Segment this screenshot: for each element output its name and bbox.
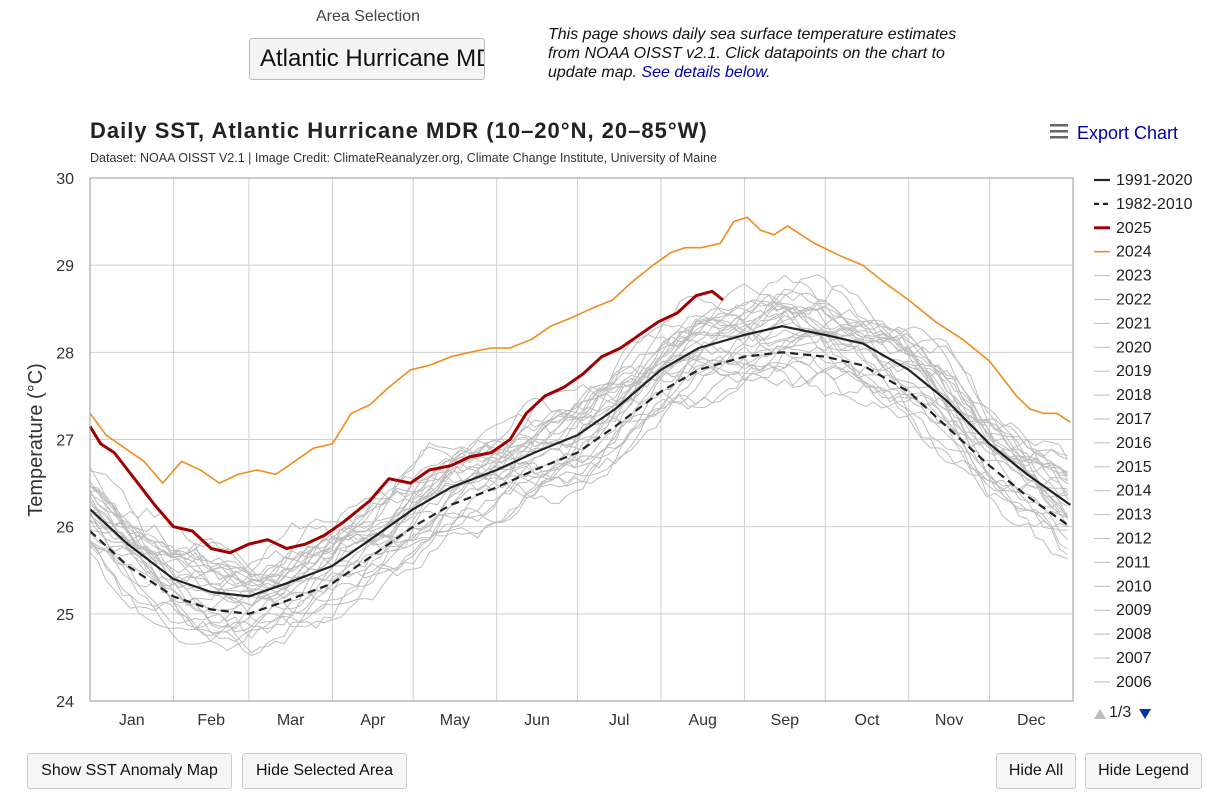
y-tick-label: 24 [56, 694, 74, 711]
series-line-2024 [89, 216, 1071, 484]
pager-count: 1/3 [1109, 704, 1131, 721]
series-line-2025 [88, 289, 724, 555]
other-year-line [89, 325, 1068, 610]
hide-selected-area-button[interactable]: Hide Selected Area [242, 753, 407, 789]
legend-item[interactable]: 2021 [1116, 315, 1152, 332]
legend-item[interactable]: 2017 [1116, 411, 1152, 428]
other-year-line [89, 361, 1068, 656]
y-tick-label: 26 [56, 520, 74, 537]
legend-item[interactable]: 2014 [1116, 483, 1152, 500]
intro-text: This page shows daily sea surface temper… [548, 25, 988, 82]
x-tick-label: Jun [524, 712, 550, 729]
other-year-line [89, 302, 1068, 587]
legend-item[interactable]: 2023 [1116, 268, 1152, 285]
highlight-lines [88, 216, 1071, 615]
x-tick-label: Jul [609, 712, 629, 729]
sst-chart[interactable]: 24 25 26 27 28 29 30 Jan Feb Mar Apr May Jun Jul Aug S… [0, 100, 1214, 740]
legend-item[interactable]: 2018 [1116, 387, 1152, 404]
legend-item[interactable]: 2019 [1116, 363, 1152, 380]
other-year-line [89, 328, 1069, 629]
x-tick-label: Sep [771, 712, 800, 729]
see-details-link[interactable]: See details below [641, 64, 766, 81]
y-tick-label: 28 [56, 345, 74, 362]
area-select[interactable]: Atlantic Hurricane MDR [249, 38, 485, 80]
legend-item[interactable]: 2010 [1116, 578, 1152, 595]
legend-item[interactable]: 2006 [1116, 674, 1152, 691]
intro-body: This page shows daily sea surface temper… [548, 26, 957, 81]
y-tick-label: 30 [56, 171, 74, 188]
x-tick-label: Apr [360, 712, 386, 729]
legend-item[interactable]: 2020 [1116, 339, 1152, 356]
other-year-line [89, 354, 1068, 634]
x-tick-label: May [440, 712, 470, 729]
other-year-line [89, 330, 1068, 614]
other-year-line [89, 274, 1068, 579]
other-year-line [89, 292, 1068, 576]
legend-item[interactable]: 2016 [1116, 435, 1152, 452]
legend-item[interactable]: 2013 [1116, 507, 1152, 524]
other-year-line [89, 302, 1068, 589]
export-chart-label: Export Chart [1077, 123, 1178, 143]
legend-item[interactable]: 2009 [1116, 602, 1152, 619]
legend: 1991-2020 1982-2010 2025 2024 2023 2022 2021 20… [1094, 172, 1193, 691]
other-year-line [89, 274, 1068, 585]
y-axis-label: Temperature (°C) [25, 363, 47, 517]
x-tick-label: Dec [1017, 712, 1045, 729]
other-year-line [89, 294, 1068, 607]
legend-pager: 1/3 [1094, 704, 1151, 721]
legend-item[interactable]: 2008 [1116, 626, 1152, 643]
other-year-line [89, 331, 1069, 628]
y-tick-label: 29 [56, 258, 74, 275]
menu-icon-bar [1050, 130, 1068, 133]
other-year-line [89, 301, 1068, 599]
x-tick-label: Mar [277, 712, 305, 729]
legend-item[interactable]: 2011 [1116, 554, 1151, 571]
hide-all-button[interactable]: Hide All [996, 753, 1076, 789]
legend-item[interactable]: 2007 [1116, 650, 1152, 667]
other-year-line [89, 306, 1068, 591]
series-line-1982-2010 [89, 351, 1071, 615]
other-year-line [89, 290, 1069, 590]
pager-up-icon[interactable] [1094, 709, 1106, 719]
plot-border [89, 177, 1074, 702]
x-tick-labels: Jan Feb Mar Apr May Jun Jul Aug Sep Oct Nov Dec [119, 712, 1046, 729]
y-tick-label: 25 [56, 607, 74, 624]
pager-down-icon[interactable] [1139, 709, 1151, 719]
other-year-line [89, 345, 1068, 654]
other-year-line [89, 329, 1068, 611]
show-sst-anomaly-map-button[interactable]: Show SST Anomaly Map [27, 753, 232, 789]
legend-item[interactable]: 1982-2010 [1116, 196, 1193, 213]
y-tick-label: 27 [56, 433, 74, 450]
other-years-lines [89, 274, 1069, 656]
legend-item[interactable]: 2012 [1116, 531, 1152, 548]
y-tick-labels: 24 25 26 27 28 29 30 [56, 171, 74, 711]
other-year-line [89, 363, 1068, 645]
x-tick-label: Feb [197, 712, 225, 729]
export-chart-button[interactable]: Export Chart [1050, 123, 1178, 143]
chart-title: Daily SST, Atlantic Hurricane MDR (10–20… [90, 118, 708, 143]
x-tick-label: Nov [935, 712, 963, 729]
chart-subtitle: Dataset: NOAA OISST V2.1 | Image Credit:… [90, 151, 717, 165]
legend-item[interactable]: 2024 [1116, 244, 1152, 261]
series-line-1991-2020 [89, 325, 1071, 598]
other-year-line [89, 343, 1069, 643]
area-selection-label: Area Selection [315, 8, 421, 25]
other-year-line [89, 283, 1069, 578]
hide-legend-button[interactable]: Hide Legend [1085, 753, 1202, 789]
menu-icon-bar [1050, 124, 1068, 127]
legend-item[interactable]: 1991-2020 [1116, 172, 1193, 189]
x-tick-label: Jan [119, 712, 145, 729]
other-year-line [89, 364, 1068, 652]
menu-icon-bar [1050, 136, 1068, 139]
x-tick-label: Aug [688, 712, 716, 729]
legend-item[interactable]: 2015 [1116, 459, 1152, 476]
legend-item[interactable]: 2022 [1116, 292, 1152, 309]
other-year-line [89, 299, 1069, 591]
intro-end: . [765, 64, 771, 81]
legend-item[interactable]: 2025 [1116, 220, 1152, 237]
x-tick-label: Oct [855, 712, 880, 729]
